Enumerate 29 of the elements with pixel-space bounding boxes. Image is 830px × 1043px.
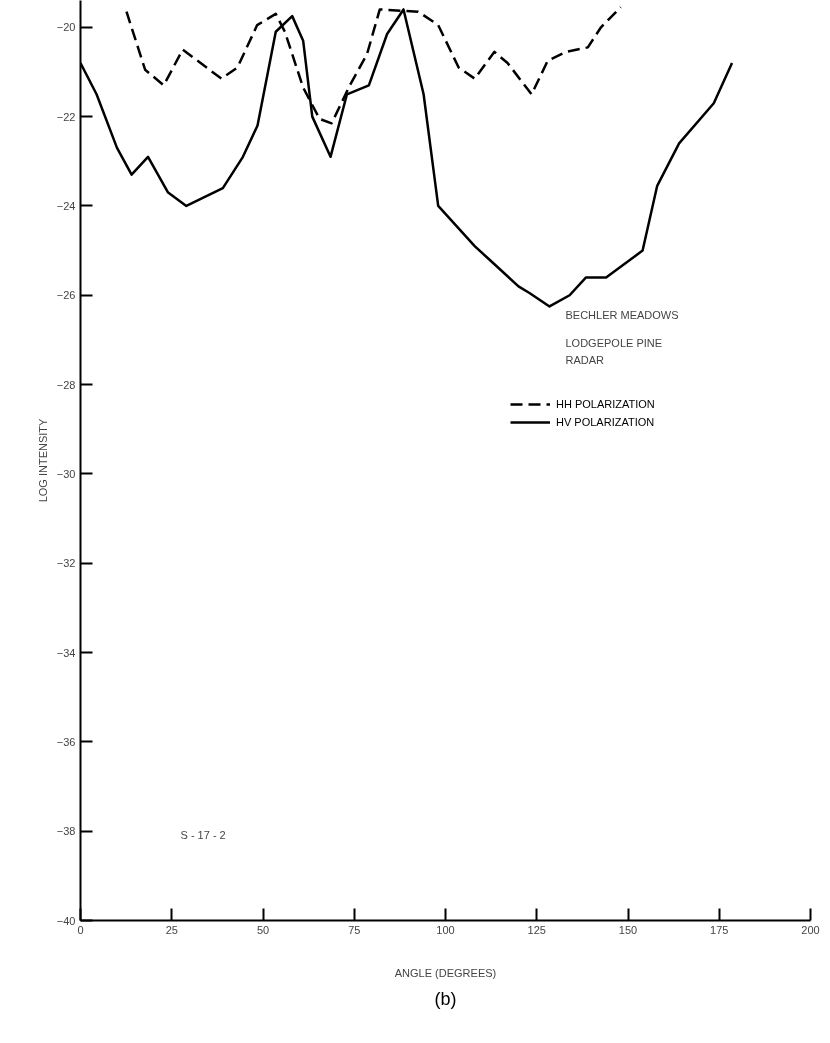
x-tick-label: 25 bbox=[165, 923, 178, 936]
y-tick-label: −30 bbox=[56, 467, 76, 480]
y-tick-label: −34 bbox=[56, 646, 76, 659]
x-tick-label: 0 bbox=[77, 923, 84, 936]
x-axis-title: ANGLE (DEGREES) bbox=[394, 966, 497, 979]
x-tick-label: 175 bbox=[710, 923, 729, 936]
y-tick-label: −22 bbox=[56, 110, 76, 123]
x-tick-label: 200 bbox=[801, 923, 820, 936]
y-tick-label: −32 bbox=[56, 557, 76, 570]
x-tick-label: 125 bbox=[527, 923, 546, 936]
y-tick-label: −28 bbox=[56, 378, 76, 391]
x-tick-label: 50 bbox=[256, 923, 270, 936]
y-tick-label: −38 bbox=[56, 825, 76, 838]
x-tick-label: 75 bbox=[348, 923, 361, 936]
text: (b) bbox=[434, 988, 457, 1009]
y-axis-title: LOG INTENSITY bbox=[36, 417, 49, 503]
y-tick-label: −26 bbox=[56, 289, 76, 302]
legend-label: HH POLARIZATION bbox=[556, 398, 655, 410]
annotation: LODGEPOLE PINE bbox=[565, 336, 663, 349]
y-tick-label: −24 bbox=[56, 199, 76, 212]
y-tick-label: −36 bbox=[56, 735, 76, 748]
annotation: BECHLER MEADOWS bbox=[565, 308, 679, 321]
y-tick-label: −40 bbox=[56, 914, 76, 927]
annotation: S - 17 - 2 bbox=[180, 828, 226, 841]
legend-label: HV POLARIZATION bbox=[556, 416, 655, 428]
x-tick-label: 100 bbox=[436, 923, 455, 936]
annotation: RADAR bbox=[565, 353, 605, 366]
y-tick-label: −20 bbox=[56, 21, 76, 34]
x-tick-label: 150 bbox=[618, 923, 638, 936]
